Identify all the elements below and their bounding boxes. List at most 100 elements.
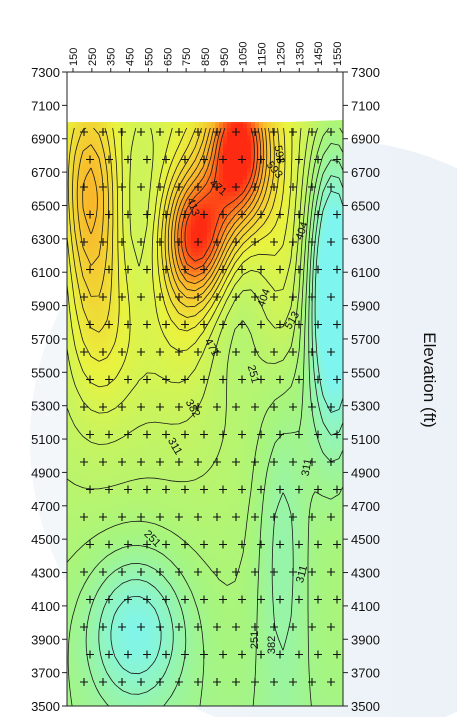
field-cell <box>255 380 260 385</box>
field-cell <box>123 232 128 237</box>
field-cell <box>67 180 72 185</box>
field-cell <box>79 372 84 377</box>
field-cell <box>167 356 172 361</box>
field-cell <box>79 344 84 349</box>
field-cell <box>191 156 196 161</box>
field-cell <box>175 156 180 161</box>
field-cell <box>135 232 140 237</box>
field-cell <box>283 124 288 129</box>
field-cell <box>327 328 332 333</box>
field-cell <box>171 124 176 129</box>
field-cell <box>67 352 72 357</box>
field-cell <box>151 372 156 377</box>
field-cell <box>95 124 100 129</box>
field-cell <box>103 396 108 401</box>
field-cell <box>103 236 108 241</box>
field-cell <box>227 164 232 169</box>
field-cell <box>159 144 164 149</box>
field-cell <box>75 128 80 133</box>
field-cell <box>263 156 268 161</box>
field-cell <box>267 192 272 197</box>
field-cell <box>151 252 156 257</box>
field-cell <box>207 388 212 393</box>
field-cell <box>251 260 256 265</box>
field-cell <box>83 300 88 305</box>
field-cell <box>215 308 220 313</box>
field-cell <box>267 168 272 173</box>
field-cell <box>171 228 176 233</box>
field-cell <box>231 248 236 253</box>
field-cell <box>75 168 80 173</box>
field-cell <box>79 284 84 289</box>
field-cell <box>99 188 104 193</box>
field-cell <box>159 216 164 221</box>
field-cell <box>191 260 196 265</box>
field-cell <box>71 196 76 201</box>
field-cell <box>111 320 116 325</box>
field-cell <box>195 220 200 225</box>
field-cell <box>271 232 276 237</box>
field-cell <box>103 124 108 129</box>
field-cell <box>251 264 256 269</box>
field-cell <box>139 232 144 237</box>
field-cell <box>215 216 220 221</box>
field-cell <box>307 260 312 265</box>
field-cell <box>91 260 96 265</box>
field-cell <box>319 356 324 361</box>
field-cell <box>323 200 328 205</box>
field-cell <box>123 308 128 313</box>
field-cell <box>71 344 76 349</box>
field-cell <box>171 140 176 145</box>
field-cell <box>211 224 216 229</box>
field-cell <box>267 296 272 301</box>
field-cell <box>155 228 160 233</box>
field-cell <box>219 256 224 261</box>
field-cell <box>175 208 180 213</box>
field-cell <box>111 400 116 405</box>
field-cell <box>287 400 292 405</box>
field-cell <box>331 340 336 345</box>
field-cell <box>299 160 304 165</box>
field-cell <box>335 288 340 293</box>
field-cell <box>79 300 84 305</box>
field-cell <box>211 384 216 389</box>
field-cell <box>303 220 308 225</box>
field-cell <box>83 352 88 357</box>
field-cell <box>295 272 300 277</box>
field-cell <box>311 180 316 185</box>
field-cell <box>279 372 284 377</box>
field-cell <box>311 348 316 353</box>
field-cell <box>103 344 108 349</box>
field-cell <box>135 188 140 193</box>
field-cell <box>83 332 88 337</box>
field-cell <box>187 364 192 369</box>
field-cell <box>203 356 208 361</box>
field-cell <box>259 244 264 249</box>
field-cell <box>227 244 232 249</box>
field-cell <box>283 372 288 377</box>
field-cell <box>219 304 224 309</box>
field-cell <box>75 336 80 341</box>
field-cell <box>227 236 232 241</box>
field-cell <box>167 344 172 349</box>
field-cell <box>151 336 156 341</box>
field-cell <box>223 252 228 257</box>
field-cell <box>147 176 152 181</box>
field-cell <box>187 172 192 177</box>
field-cell <box>67 172 72 177</box>
field-cell <box>271 348 276 353</box>
field-cell <box>259 256 264 261</box>
field-cell <box>319 404 324 409</box>
field-cell <box>91 404 96 409</box>
field-cell <box>259 388 264 393</box>
field-cell <box>95 344 100 349</box>
field-cell <box>311 232 316 237</box>
field-cell <box>291 168 296 173</box>
field-cell <box>155 256 160 261</box>
field-cell <box>123 364 128 369</box>
field-cell <box>247 124 252 129</box>
field-cell <box>99 176 104 181</box>
field-cell <box>151 308 156 313</box>
field-cell <box>235 132 240 137</box>
field-cell <box>159 140 164 145</box>
